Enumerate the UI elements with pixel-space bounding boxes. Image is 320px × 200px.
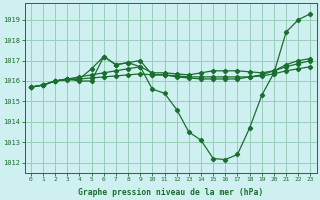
X-axis label: Graphe pression niveau de la mer (hPa): Graphe pression niveau de la mer (hPa) (78, 188, 263, 197)
